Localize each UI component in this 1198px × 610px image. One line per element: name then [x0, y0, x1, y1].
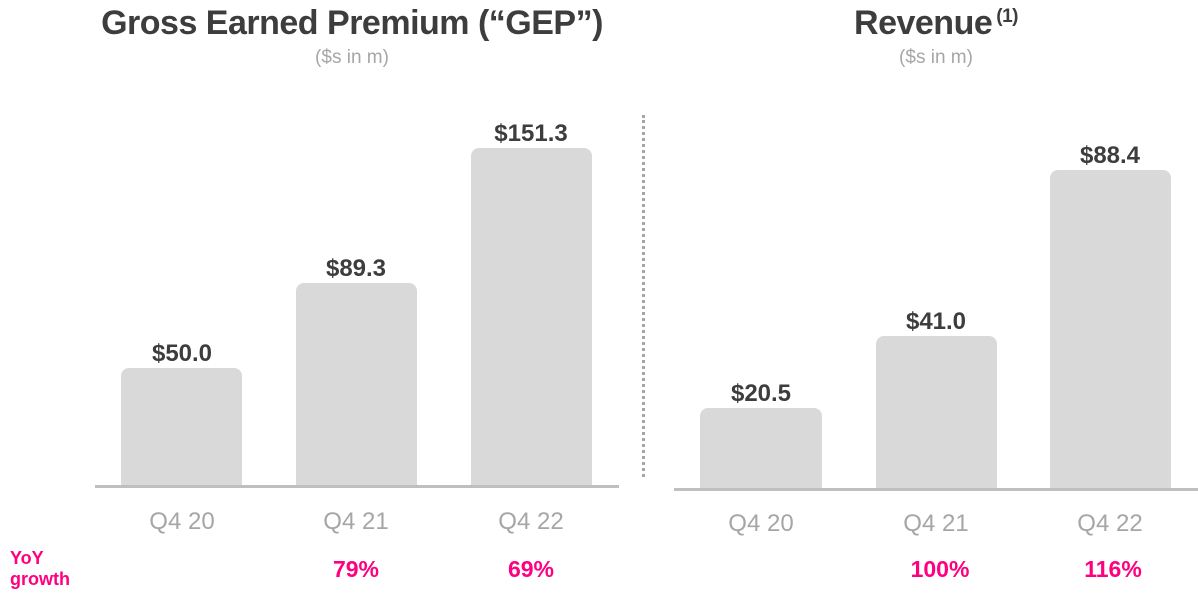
revenue-chart-subtitle: ($s in m)	[899, 47, 973, 68]
category-label: Q4 21	[323, 508, 389, 535]
bar-value-label: $50.0	[151, 340, 213, 367]
gep-axis-baseline	[95, 485, 619, 488]
bar-value-label: $20.5	[730, 380, 792, 407]
yoy-growth-value: 69%	[507, 556, 555, 582]
gep-bar-q4-21	[296, 283, 417, 486]
revenue-title-text: Revenue	[854, 4, 993, 42]
category-label: Q4 20	[149, 508, 215, 535]
chart-divider	[642, 115, 645, 477]
bar-value-label: $151.3	[494, 120, 568, 147]
revenue-footnote-marker: (1)	[996, 6, 1018, 27]
category-label: Q4 21	[903, 510, 969, 537]
category-label: Q4 20	[728, 510, 794, 537]
bar-value-label: $41.0	[905, 308, 967, 335]
gep-chart-subtitle: ($s in m)	[315, 47, 389, 68]
revenue-chart-title: Revenue (1)	[736, 4, 1136, 43]
revenue-bar-q4-22	[1050, 170, 1171, 489]
bar-value-label: $88.4	[1079, 142, 1141, 169]
yoy-growth-value: 100%	[910, 556, 970, 582]
revenue-bar-q4-20	[700, 408, 822, 489]
category-label: Q4 22	[498, 508, 564, 535]
gep-chart-title: Gross Earned Premium (“GEP”)	[101, 4, 603, 42]
revenue-axis-baseline	[674, 488, 1198, 491]
yoy-growth-value: 116%	[1084, 556, 1142, 582]
bar-value-label: $89.3	[325, 255, 387, 282]
gep-bar-q4-20	[121, 368, 242, 486]
yoy-growth-label: YoY growth	[10, 548, 70, 590]
gep-bar-q4-22	[471, 148, 592, 486]
revenue-bar-q4-21	[876, 336, 997, 489]
yoy-label-line1: YoY	[10, 548, 44, 568]
yoy-label-line2: growth	[10, 569, 70, 589]
yoy-growth-value: 79%	[332, 556, 380, 582]
category-label: Q4 22	[1077, 510, 1143, 537]
